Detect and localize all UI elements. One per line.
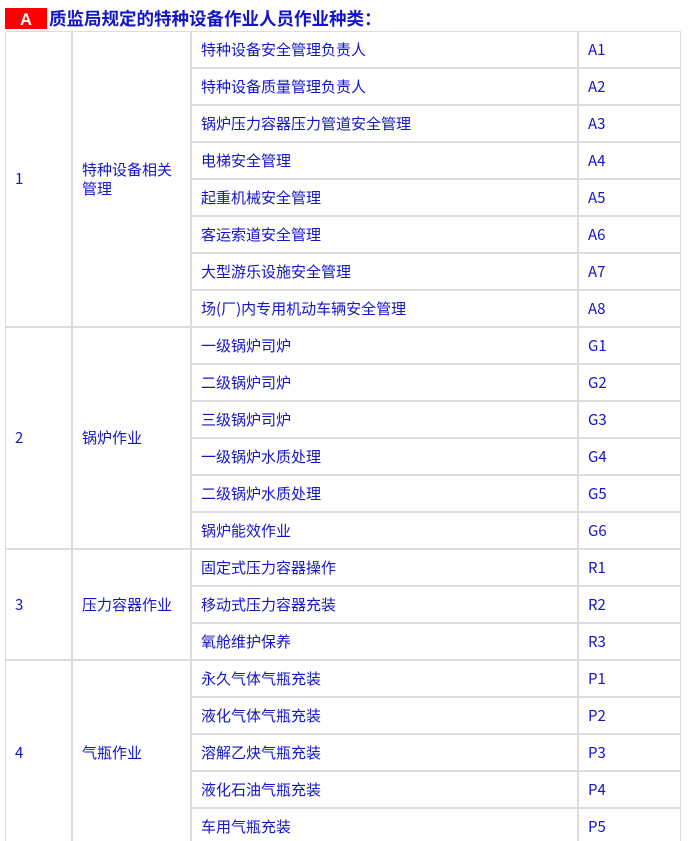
svg-text:A: A <box>20 11 32 29</box>
